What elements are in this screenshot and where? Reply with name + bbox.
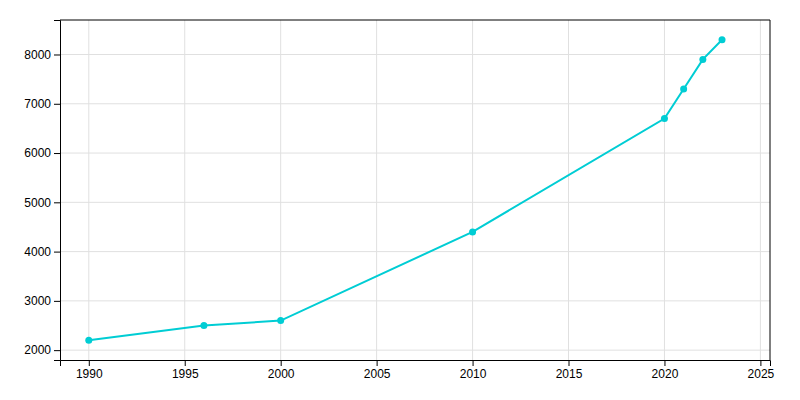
point [469,228,476,235]
x-tick-mark [569,360,570,366]
plot-frame-right [770,20,771,360]
grid-line-y [60,350,770,351]
y-tick: 7000 [24,97,60,111]
y-tick-mark [54,202,60,203]
x-tick-label: 2005 [364,367,391,381]
x-tick-mark [377,360,378,366]
x-tick-label: 2010 [460,367,487,381]
x-tick-label: 2020 [652,367,679,381]
y-tick-label: 6000 [24,146,51,160]
point [85,337,92,344]
grid-line-x [376,20,377,360]
x-tick: 1990 [76,360,103,381]
x-tick-label: 2015 [556,367,583,381]
grid-line-x [472,20,473,360]
chart-container: 1990 1995 2000 2005 2010 2015 2020 2025 2000 3000… [0,0,800,400]
y-tick: 5000 [24,196,60,210]
grid-line-y [60,103,770,104]
marks [85,36,725,344]
x-tick: 2020 [652,360,679,381]
grid-line-y [60,300,770,301]
point [661,115,668,122]
x-tick: 2000 [268,360,295,381]
grid-line-x [568,20,569,360]
y-tick-mark [54,252,60,253]
grid-line-x [760,20,761,360]
x-tick-mark [185,360,186,366]
y-tick: 6000 [24,146,60,160]
x-tick: 2010 [460,360,487,381]
grid-line-x [184,20,185,360]
x-axis-line [61,361,771,367]
point [200,322,207,329]
x-tick-mark [89,360,90,366]
point [699,56,706,63]
x-tick-label: 2025 [748,367,775,381]
y-tick-mark [54,104,60,105]
x-tick-label: 1995 [172,367,199,381]
plot-frame-top [60,20,770,21]
y-tick: 4000 [24,245,60,259]
y-tick-mark [54,153,60,154]
point [680,85,687,92]
y-tick-label: 4000 [24,245,51,259]
point [719,36,726,43]
x-tick: 2025 [748,360,775,381]
line [89,40,722,341]
x-tick-mark [664,360,665,366]
grid-line-y [60,251,770,252]
x-tick-label: 2000 [268,367,295,381]
x-tick-mark [281,360,282,366]
y-tick-mark [54,350,60,351]
y-tick: 2000 [24,343,60,357]
x-tick: 2015 [556,360,583,381]
x-axis: 1990 1995 2000 2005 2010 2015 2020 2025 [61,360,775,381]
x-tick-label: 1990 [76,367,103,381]
y-tick-label: 2000 [24,343,51,357]
chart-svg: 1990 1995 2000 2005 2010 2015 2020 2025 2000 3000… [0,0,800,400]
grid [60,20,770,360]
grid-line-x [664,20,665,360]
y-tick-label: 7000 [24,97,51,111]
grid-line-y [60,54,770,55]
grid-line-y [60,202,770,203]
plot: 1990 1995 2000 2005 2010 2015 2020 2025 2000 3000… [24,20,774,381]
y-tick-mark [54,54,60,55]
y-tick-label: 5000 [24,196,51,210]
y-tick-label: 8000 [24,48,51,62]
point [277,317,284,324]
y-tick-label: 3000 [24,294,51,308]
x-tick-mark [760,360,761,366]
grid-line-x [280,20,281,360]
y-tick: 8000 [24,48,60,62]
y-axis: 2000 3000 4000 5000 6000 7000 8000 [24,21,60,361]
y-tick-mark [54,301,60,302]
y-tick: 3000 [24,294,60,308]
x-tick: 1995 [172,360,199,381]
grid-line-y [60,153,770,154]
x-tick-mark [473,360,474,366]
grid-line-x [88,20,89,360]
y-axis-line [54,21,61,361]
x-tick: 2005 [364,360,391,381]
